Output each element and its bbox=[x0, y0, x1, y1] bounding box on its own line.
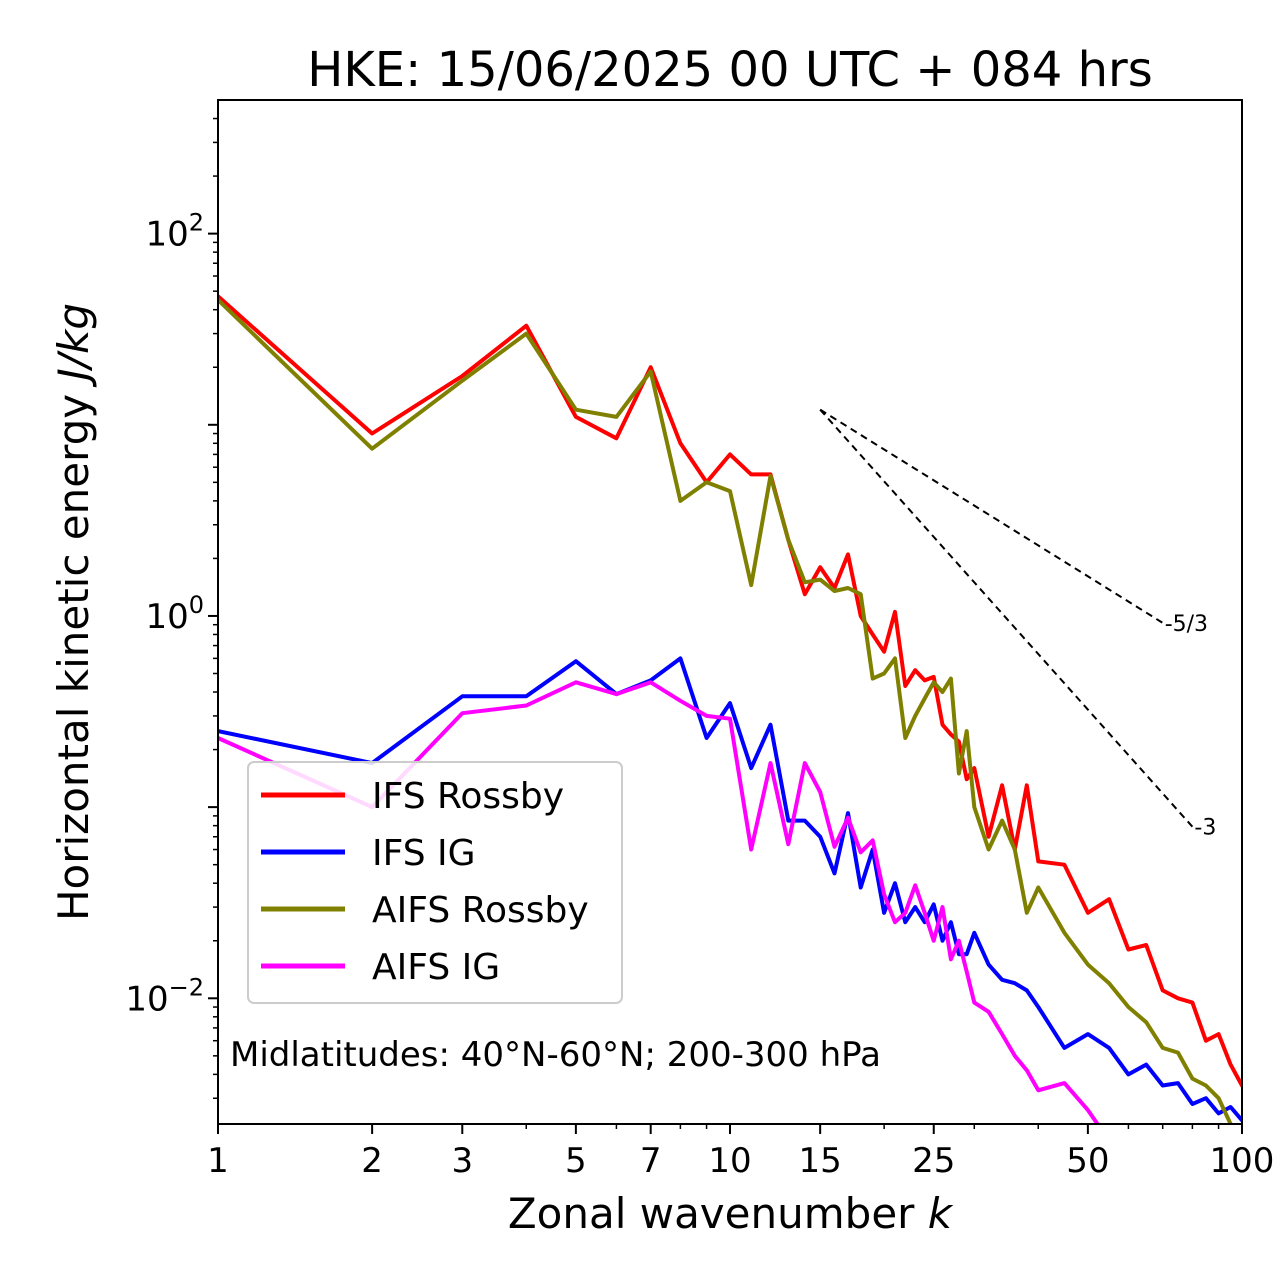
legend-label-2: AIFS Rossby bbox=[372, 890, 589, 931]
legend-label-1: IFS IG bbox=[372, 833, 476, 874]
y-tick-label: 10−2 bbox=[125, 973, 204, 1019]
x-tick-label: 2 bbox=[361, 1141, 383, 1181]
series-line-3 bbox=[218, 680, 1100, 1124]
legend-box bbox=[247, 761, 623, 1004]
x-tick-label: 3 bbox=[451, 1141, 473, 1181]
series-line-2 bbox=[218, 297, 1233, 1124]
x-tick-label: 100 bbox=[1210, 1141, 1275, 1181]
reference-line-0 bbox=[819, 408, 1164, 624]
x-tick-label: 7 bbox=[640, 1141, 662, 1181]
x-tick-label: 5 bbox=[565, 1141, 587, 1181]
reference-line-1 bbox=[819, 408, 1194, 828]
x-tick-label: 10 bbox=[708, 1141, 751, 1181]
y-tick-label: 100 bbox=[145, 591, 204, 637]
region-annotation: Midlatitudes: 40°N-60°N; 200-300 hPa bbox=[230, 1035, 881, 1075]
series-lines bbox=[218, 294, 1242, 1124]
axis-ticks: 1 2 3 5 7 10 15 25 50 100 102 100 10−2 bbox=[125, 117, 1275, 1181]
x-tick-label: 50 bbox=[1066, 1141, 1109, 1181]
legend: IFS Rossby IFS IG AIFS Rossby AIFS IG bbox=[247, 761, 623, 1004]
x-tick-label: 1 bbox=[207, 1141, 229, 1181]
y-tick-label: 102 bbox=[145, 209, 204, 255]
x-tick-label: 25 bbox=[912, 1141, 955, 1181]
legend-label-0: IFS Rossby bbox=[372, 776, 564, 817]
reference-lines bbox=[819, 408, 1194, 828]
reference-line-label-0: -5/3 bbox=[1165, 612, 1208, 637]
plot-frame bbox=[217, 99, 1243, 1125]
x-tick-label: 15 bbox=[799, 1141, 842, 1181]
y-axis-label: Horizontal kinetic energy J/kg bbox=[49, 303, 98, 921]
reference-line-label-1: -3 bbox=[1194, 816, 1216, 841]
legend-label-3: AIFS IG bbox=[372, 947, 500, 988]
reference-line-labels: -5/3 -3 bbox=[1165, 612, 1217, 841]
x-axis-label: Zonal wavenumber k bbox=[508, 1189, 954, 1238]
chart-title: HKE: 15/06/2025 00 UTC + 084 hrs bbox=[307, 42, 1153, 98]
plot-area bbox=[218, 294, 1242, 1124]
series-line-0 bbox=[218, 294, 1242, 1088]
